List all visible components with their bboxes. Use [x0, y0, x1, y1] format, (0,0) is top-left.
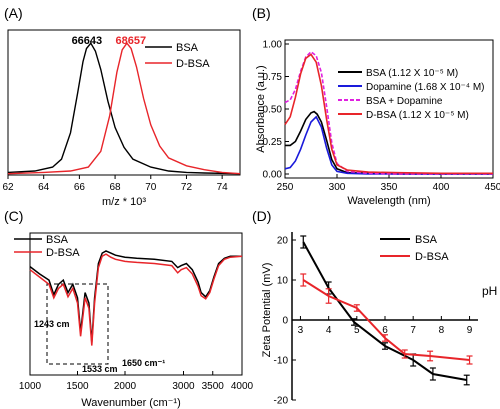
y-tick-label: 20: [277, 236, 289, 247]
panel-c-plot-area: [29, 250, 243, 346]
panel-label-b: (B): [252, 5, 271, 21]
legend-label-dbsa: D-BSA (1.12 X 10⁻⁵ M): [366, 110, 469, 121]
legend-label-bsa: BSA: [415, 234, 438, 246]
x-tick-label: 62: [2, 182, 14, 193]
panel-b-plot-area: [284, 50, 493, 175]
x-tick-label: 4: [326, 325, 332, 336]
x-tick-label: 4000: [231, 381, 254, 392]
x-tick-label: 2000: [114, 381, 137, 392]
panel-a-xlabel: m/z * 10³: [102, 196, 146, 208]
panel-d-chart: 3 4 5 6 7 8 9 -20 -10 0 10 20 BSA D-BSA pH Zeta Pot…: [261, 232, 497, 407]
panel-a-plot-area: [7, 41, 241, 175]
x-tick-label: 8: [439, 325, 445, 336]
x-tick-label: 5: [354, 325, 360, 336]
panel-c-chart: 1000 1500 2000 3000 3500 4000 BSA D-BSA 1243 …: [14, 232, 254, 409]
series-line-dbsa: [284, 53, 493, 175]
x-tick-label: 250: [277, 182, 294, 193]
series-line-dbsa: [7, 42, 241, 175]
panel-a-chart: 62 64 66 68 70 72 74 66643 68657 BSA D-BSA m/z…: [2, 29, 241, 208]
panel-d-legend: BSA D-BSA: [380, 234, 449, 263]
x-tick-label: 3500: [202, 381, 225, 392]
panel-a-legend: BSA D-BSA: [145, 42, 210, 70]
panel-d-axes: 3 4 5 6 7 8 9 -20 -10 0 10 20: [274, 232, 478, 407]
y-tick-label: 0.25: [263, 137, 283, 148]
x-tick-label: 400: [433, 182, 450, 193]
annotation-1243: 1243 cm: [34, 319, 70, 329]
legend-label-bsa: BSA: [46, 234, 69, 246]
annotation-1650: 1650 cm⁻¹: [122, 358, 165, 368]
x-tick-label: 66: [74, 182, 86, 193]
panel-b-frame: [284, 39, 494, 179]
panel-c-frame: [29, 232, 243, 376]
legend-label-bsa: BSA (1.12 X 10⁻⁵ M): [366, 68, 458, 79]
peak-label-dbsa: 68657: [116, 35, 147, 47]
panel-b-ylabel: Absorbance (a.u.): [255, 65, 267, 152]
panel-label-d: (D): [252, 208, 271, 224]
x-tick-label: 72: [181, 182, 193, 193]
y-tick-label: 10: [277, 276, 289, 287]
x-tick-label: 1500: [66, 381, 89, 392]
panel-c-xlabel: Wavenumber (cm⁻¹): [81, 397, 181, 409]
legend-label-dopamine: Dopamine (1.68 X 10⁻⁴ M): [366, 82, 485, 93]
panel-b-chart: 250 300 350 400 450 0.00 0.25 0.50 0.75 1.00 BSA …: [255, 39, 500, 207]
y-tick-label: 0.50: [263, 105, 283, 116]
panel-a-frame: [7, 29, 241, 176]
legend-label-bsa: BSA: [176, 42, 199, 54]
panel-d-plot-area: [300, 235, 473, 386]
legend-label-dbsa: D-BSA: [415, 251, 449, 263]
y-tick-label: 0: [282, 316, 288, 327]
panel-label-c: (C): [4, 208, 23, 224]
y-tick-label: 0.75: [263, 72, 283, 83]
panel-d-xlabel: pH: [482, 284, 497, 298]
peak-region-dashed-box: [46, 283, 109, 365]
y-tick-label: -10: [274, 356, 289, 367]
x-tick-label: 300: [329, 182, 346, 193]
legend-label-dbsa: D-BSA: [46, 247, 80, 259]
panel-c-legend: BSA D-BSA: [14, 234, 80, 259]
panel-c-xaxis: 1000 1500 2000 3000 3500 4000: [19, 371, 254, 392]
peak-label-bsa: 66643: [72, 35, 103, 47]
series-line-dopamine: [284, 115, 493, 175]
series-line-bsa: [7, 41, 241, 175]
panel-a-xaxis: 62 64 66 68 70 72 74: [2, 175, 228, 193]
x-tick-label: 68: [110, 182, 122, 193]
y-tick-label: -20: [274, 396, 289, 407]
y-tick-label: 0.00: [263, 170, 283, 181]
x-tick-label: 450: [485, 182, 500, 193]
panel-b-xlabel: Wavelength (nm): [347, 195, 430, 207]
y-tick-label: 1.00: [263, 40, 283, 51]
x-tick-label: 9: [467, 325, 473, 336]
legend-label-bsa-dopamine: BSA + Dopamine: [366, 96, 443, 107]
legend-label-dbsa: D-BSA: [176, 58, 210, 70]
x-tick-label: 1000: [19, 381, 42, 392]
x-tick-label: 70: [145, 182, 157, 193]
x-tick-label: 6: [382, 325, 388, 336]
x-tick-label: 64: [38, 182, 50, 193]
panel-b-axes: 250 300 350 400 450 0.00 0.25 0.50 0.75 1.00: [263, 40, 500, 194]
series-line-bsa: [29, 250, 242, 343]
x-tick-label: 7: [410, 325, 416, 336]
x-tick-label: 3: [298, 325, 304, 336]
series-line-bsa-dopamine: [284, 50, 493, 175]
panel-d-ylabel: Zeta Potential (mV): [261, 263, 273, 358]
series-line-dbsa: [29, 253, 243, 346]
annotation-1533: 1533 cm: [82, 364, 118, 374]
x-tick-label: 74: [217, 182, 229, 193]
panel-label-a: (A): [4, 5, 23, 21]
panel-b-legend: BSA (1.12 X 10⁻⁵ M) Dopamine (1.68 X 10⁻⁴…: [338, 68, 485, 121]
x-tick-label: 3000: [172, 381, 195, 392]
x-tick-label: 350: [381, 182, 398, 193]
